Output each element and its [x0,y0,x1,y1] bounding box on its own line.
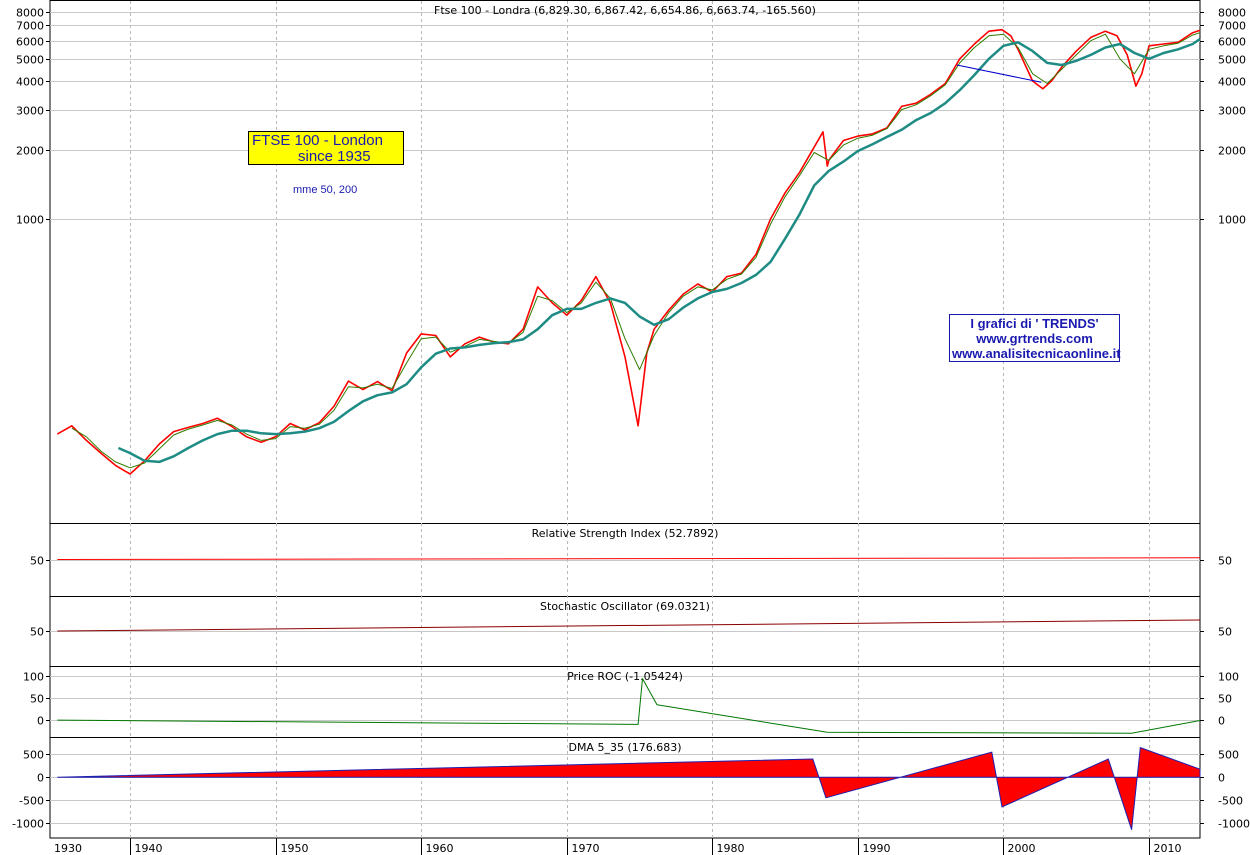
x-tick-label-1950: 1950 [281,842,309,855]
series-line-p0-0 [56,28,1201,475]
y-tick-label-left-p3-50: 50 [30,693,44,706]
y-tick-label-right-p0-7000: 7000 [1218,20,1246,33]
y-tick-label-right-p1-50: 50 [1218,555,1232,568]
y-tick-label-left-p0-2000: 2000 [16,145,44,158]
y-tick-label-right-p0-3000: 3000 [1218,105,1246,118]
y-tick-label-right-p0-4000: 4000 [1218,76,1246,89]
mme-label: mme 50, 200 [293,184,358,196]
trends-line1: I grafici di ' TRENDS' [970,316,1099,331]
x-tick-label-1970: 1970 [572,842,600,855]
y-tick-label-left-p0-1000: 1000 [16,214,44,227]
series-area-p4-0 [57,746,1201,830]
y-tick-label-right-p0-2000: 2000 [1218,145,1246,158]
y-tick-label-right-p0-5000: 5000 [1218,54,1246,67]
y-tick-label-right-p3-100: 100 [1218,671,1239,684]
y-tick-label-right-p3-50: 50 [1218,693,1232,706]
ftse-label-line1: FTSE 100 - London [252,132,383,149]
series-line-p3-0 [57,678,1201,734]
panel-title-p2: Stochastic Oscillator (69.0321) [540,600,710,613]
y-tick-label-left-p4--1000: -1000 [12,818,44,831]
y-tick-label-left-p4-0: 0 [37,772,44,785]
trends-credit-box: I grafici di ' TRENDS' www.grtrends.com … [949,314,1121,362]
series-line-p1-0 [57,557,1201,560]
y-tick-label-right-p4-500: 500 [1218,749,1239,762]
y-tick-label-left-p4-500: 500 [23,749,44,762]
x-tick-label-1960: 1960 [426,842,454,855]
y-tick-label-left-p1-50: 50 [30,555,44,568]
y-tick-label-right-p0-1000: 1000 [1218,214,1246,227]
series-line-p2-0 [57,619,1201,632]
series-line-p0-3 [956,64,1042,83]
y-tick-label-left-p0-8000: 8000 [16,7,44,20]
panel-title-p1: Relative Strength Index (52.7892) [532,527,719,540]
y-tick-label-left-p2-50: 50 [30,626,44,639]
y-tick-label-right-p2-50: 50 [1218,626,1232,639]
y-tick-label-left-p0-6000: 6000 [16,36,44,49]
y-tick-label-left-p0-4000: 4000 [16,76,44,89]
y-tick-label-right-p4--1000: -1000 [1218,818,1250,831]
y-tick-label-right-p0-8000: 8000 [1218,7,1246,20]
y-tick-label-right-p3-0: 0 [1218,715,1225,728]
ftse-label-box: FTSE 100 - London since 1935 [248,131,404,165]
series-line-p0-1 [71,32,1201,469]
x-tick-label-2010: 2010 [1154,842,1182,855]
x-tick-label-1940: 1940 [135,842,163,855]
y-tick-label-left-p0-5000: 5000 [16,54,44,67]
plot-frame [49,0,1201,839]
panel-title-p3: Price ROC (-1.05424) [567,670,683,683]
y-tick-label-left-p3-100: 100 [23,671,44,684]
panel-title-p4: DMA 5_35 (176.683) [568,741,681,754]
series-line-p0-2 [117,37,1201,464]
panel-title-p0: Ftse 100 - Londra (6,829.30, 6,867.42, 6… [434,4,816,17]
y-tick-label-right-p0-6000: 6000 [1218,36,1246,49]
y-tick-label-left-p0-3000: 3000 [16,105,44,118]
x-tick-label-1990: 1990 [863,842,891,855]
ftse-label-line2: since 1935 [298,148,371,165]
trends-line3: www.analisitecnicaonline.it [952,346,1121,361]
x-tick-label-1930: 1930 [54,842,82,855]
y-tick-label-left-p4--500: -500 [19,795,44,808]
y-tick-label-left-p3-0: 0 [37,715,44,728]
y-tick-label-right-p4--500: -500 [1218,795,1243,808]
x-tick-label-2000: 2000 [1008,842,1036,855]
y-tick-label-right-p4-0: 0 [1218,772,1225,785]
trends-line2: www.grtrends.com [976,331,1093,346]
x-tick-label-1980: 1980 [717,842,745,855]
y-tick-label-left-p0-7000: 7000 [16,20,44,33]
